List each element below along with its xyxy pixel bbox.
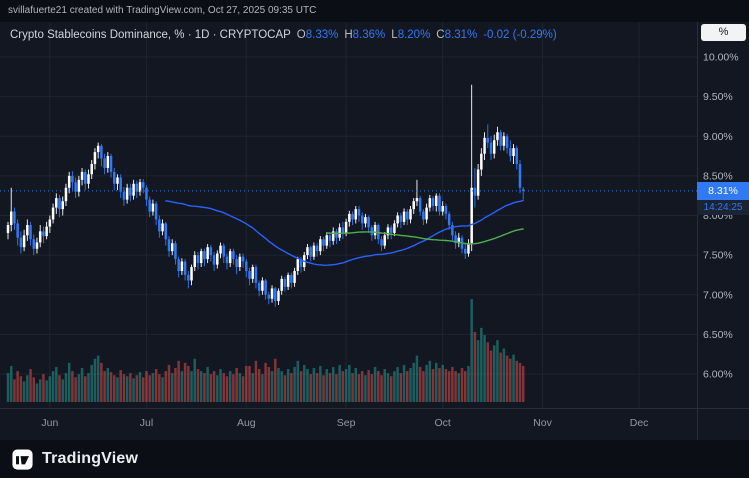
ma-layer — [165, 199, 524, 267]
footer-bar: TradingView — [0, 440, 749, 478]
svg-text:10.00%: 10.00% — [703, 52, 739, 64]
time-scale-labels: Jun Jul Aug Sep Oct Nov Dec — [41, 417, 648, 429]
volume-layer — [6, 299, 525, 402]
bar-countdown-value: 14:24:25 — [703, 202, 743, 213]
chart-legend: Crypto Stablecoins Dominance, % · 1D · C… — [10, 29, 557, 41]
ohlc-low-label: L — [391, 29, 398, 41]
ohlc-low-value: 8.20% — [397, 29, 431, 41]
svg-text:Sep: Sep — [337, 417, 356, 429]
bar-countdown-label: 14:24:25 — [697, 200, 749, 215]
attribution-bar: svillafuerte21 created with TradingView.… — [0, 0, 749, 22]
svg-text:Oct: Oct — [435, 417, 451, 429]
price-scale-labels: 10.00%9.50%9.00%8.50%8.00%7.50%7.00%6.50… — [703, 52, 739, 381]
last-price-label: 8.31% — [697, 182, 749, 200]
svg-text:Jun: Jun — [41, 417, 58, 429]
svg-text:8.50%: 8.50% — [703, 170, 733, 182]
svg-text:9.00%: 9.00% — [703, 131, 733, 143]
ohlc-change: -0.02 (-0.29%) — [483, 29, 557, 41]
svg-text:Aug: Aug — [237, 417, 256, 429]
svg-text:6.50%: 6.50% — [703, 329, 733, 341]
ohlc-open-label: O — [296, 29, 306, 41]
last-price-value: 8.31% — [708, 185, 738, 197]
ohlc-close-label: C — [436, 29, 445, 41]
price-chart-canvas[interactable]: 10.00%9.50%9.00%8.50%8.00%7.50%7.00%6.50… — [0, 22, 749, 440]
chart-area: Crypto Stablecoins Dominance, % · 1D · C… — [0, 22, 749, 440]
svg-text:6.00%: 6.00% — [703, 369, 733, 381]
candles-layer — [6, 84, 525, 307]
tradingview-wordmark[interactable]: TradingView — [42, 450, 139, 467]
percent-scale-button[interactable]: % — [701, 24, 746, 41]
tradingview-logo-icon[interactable] — [12, 448, 33, 470]
svg-text:Jul: Jul — [140, 417, 153, 429]
svg-text:9.50%: 9.50% — [703, 91, 733, 103]
ohlc-high-value: 8.36% — [352, 29, 386, 41]
ohlc-high-label: H — [344, 29, 353, 41]
attribution-text: svillafuerte21 created with TradingView.… — [8, 5, 317, 16]
svg-text:Nov: Nov — [533, 417, 552, 429]
svg-text:Dec: Dec — [630, 417, 649, 429]
svg-text:7.50%: 7.50% — [703, 250, 733, 262]
symbol-title[interactable]: Crypto Stablecoins Dominance, % · 1D · C… — [10, 29, 291, 41]
svg-text:7.00%: 7.00% — [703, 289, 733, 301]
ohlc-close-value: 8.31% — [444, 29, 478, 41]
ohlc-open-value: 8.33% — [305, 29, 339, 41]
